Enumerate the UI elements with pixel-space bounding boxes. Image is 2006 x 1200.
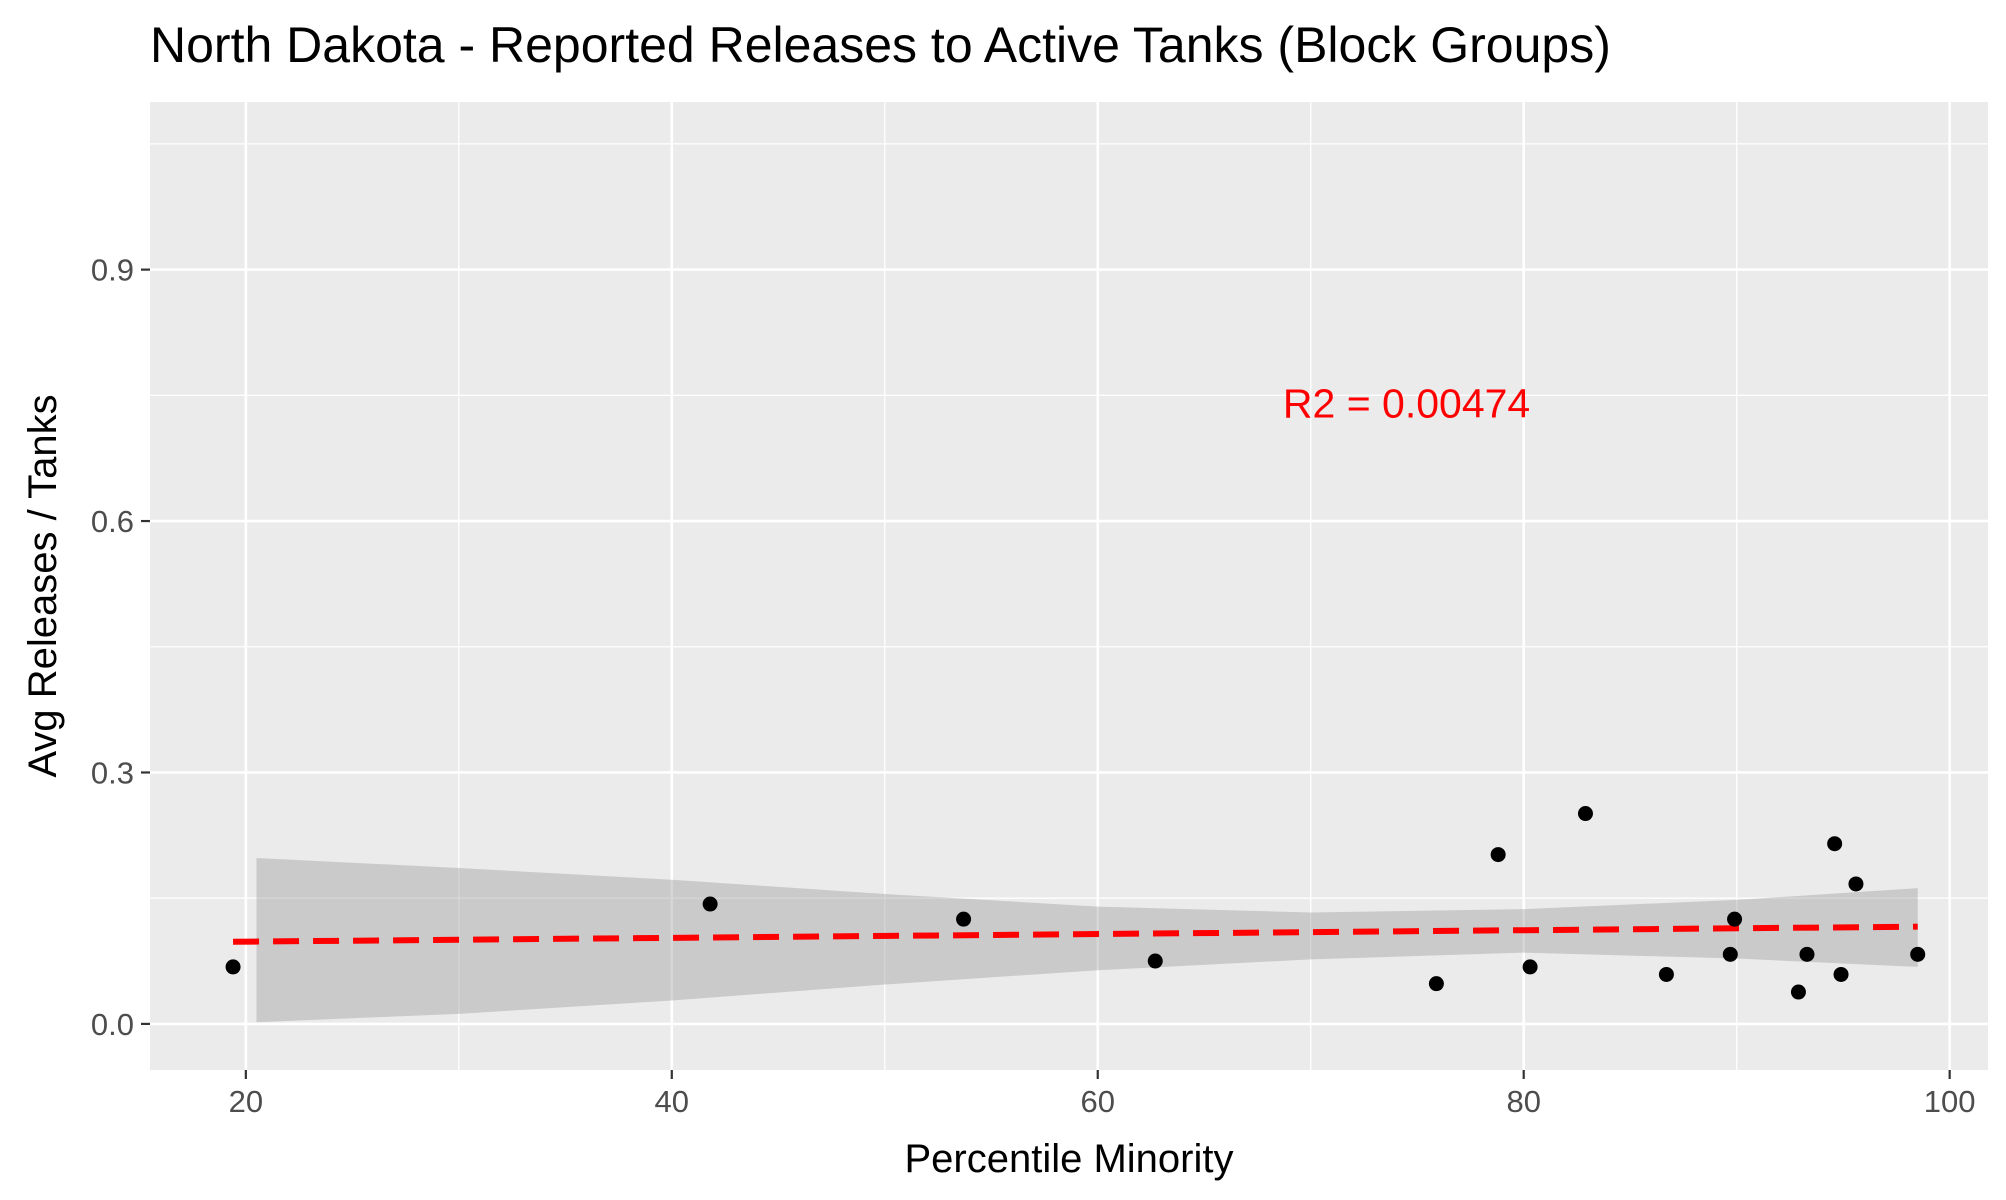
x-tick-label: 80 — [1506, 1084, 1540, 1119]
x-tick-label: 20 — [229, 1084, 263, 1119]
data-point — [702, 896, 718, 912]
y-tick-label: 0.3 — [91, 755, 134, 790]
x-axis-title: Percentile Minority — [904, 1137, 1233, 1181]
data-point — [1147, 953, 1163, 969]
x-tick-label: 40 — [655, 1084, 689, 1119]
data-point — [1428, 976, 1444, 992]
trend-line — [233, 923, 1918, 945]
plot-panel — [150, 102, 1988, 1070]
x-tick-label: 60 — [1081, 1084, 1115, 1119]
confidence-band-layer — [256, 857, 1918, 1023]
minor-gridlines — [150, 102, 1988, 1070]
chart-title: North Dakota - Reported Releases to Acti… — [150, 17, 1611, 73]
annotation-layer: R2 = 0.00474 — [1283, 381, 1530, 427]
data-point — [1827, 836, 1843, 852]
x-axis: 20 40 60 80 100 — [229, 1070, 1976, 1119]
data-point — [1848, 876, 1864, 892]
data-point — [1522, 959, 1538, 975]
confidence-band — [256, 857, 1918, 1023]
y-axis: 0.0 0.3 0.6 0.9 — [91, 253, 150, 1042]
y-tick-label: 0.0 — [91, 1007, 134, 1042]
data-point — [1790, 984, 1806, 1000]
data-point — [1910, 946, 1926, 962]
data-point — [1799, 946, 1815, 962]
y-tick-label: 0.6 — [91, 504, 134, 539]
r2-annotation: R2 = 0.00474 — [1283, 381, 1530, 427]
y-axis-title: Avg Releases / Tanks — [21, 394, 65, 777]
data-point — [1833, 966, 1849, 982]
data-point — [225, 959, 241, 975]
trend-line-layer — [233, 923, 1918, 945]
y-tick-label: 0.9 — [91, 253, 134, 288]
data-point — [1722, 946, 1738, 962]
major-gridlines — [150, 102, 1988, 1070]
data-point — [1577, 806, 1593, 822]
data-point — [956, 911, 972, 927]
points-layer — [225, 806, 1926, 1000]
x-tick-label: 100 — [1924, 1084, 1976, 1119]
data-point — [1490, 847, 1506, 863]
data-point — [1658, 966, 1674, 982]
data-point — [1727, 911, 1743, 927]
